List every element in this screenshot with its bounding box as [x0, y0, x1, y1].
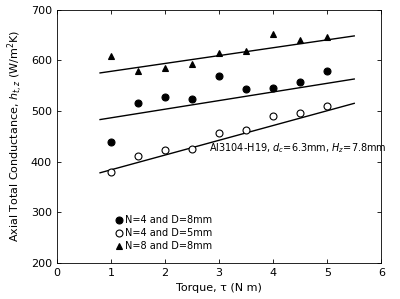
X-axis label: Torque, τ (N m): Torque, τ (N m) — [176, 283, 262, 293]
Y-axis label: Axial Total Conductance, $h_{t,z}$ (W/m$^2$K): Axial Total Conductance, $h_{t,z}$ (W/m$… — [6, 30, 25, 242]
Legend: N=4 and D=8mm, N=4 and D=5mm, N=8 and D=8mm: N=4 and D=8mm, N=4 and D=5mm, N=8 and D=… — [114, 213, 214, 253]
Text: Al3104-H19, $d_c$=6.3mm, $H_z$=7.8mm: Al3104-H19, $d_c$=6.3mm, $H_z$=7.8mm — [209, 141, 387, 155]
